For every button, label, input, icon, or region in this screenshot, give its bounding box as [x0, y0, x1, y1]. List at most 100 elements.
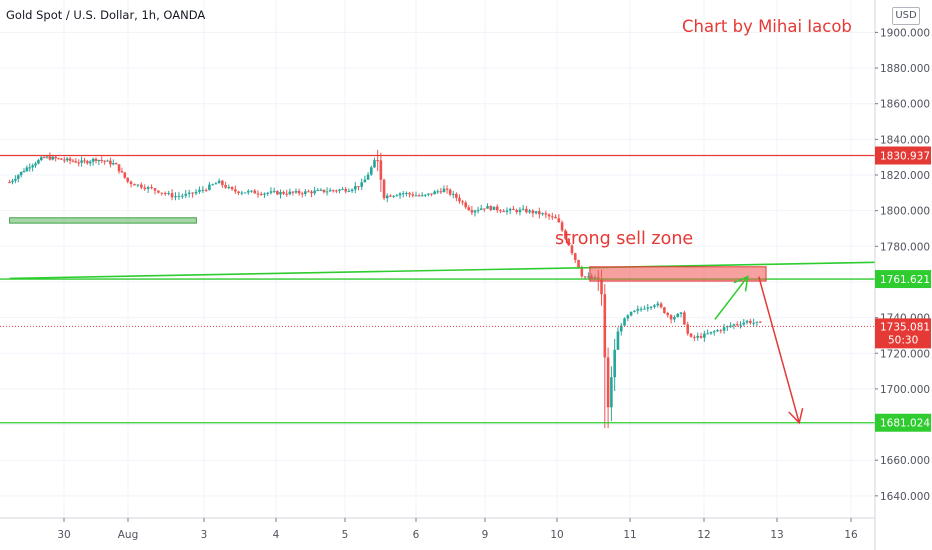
candle-body	[420, 195, 424, 197]
candle-body	[616, 331, 620, 350]
candle-body	[291, 191, 295, 193]
candle-body	[414, 195, 418, 197]
candle-body	[240, 192, 244, 194]
candle-body	[508, 208, 512, 211]
candle-body	[683, 312, 686, 325]
candle-body	[109, 160, 112, 165]
level-price-tag	[875, 270, 931, 289]
candle-body	[389, 195, 392, 197]
candle-body	[282, 191, 285, 194]
candle-body	[689, 333, 693, 337]
candle-body	[467, 207, 471, 211]
candle-body	[373, 160, 376, 168]
candle-body	[392, 195, 395, 197]
candle-body	[623, 318, 626, 326]
candle-body	[495, 206, 499, 211]
current-price-label: 1735.081	[880, 321, 930, 333]
candle-body	[752, 322, 755, 324]
time-tick-label: 5	[342, 529, 349, 541]
candle-body	[94, 158, 98, 161]
candle-body	[382, 179, 386, 199]
candle-body	[214, 183, 218, 185]
candle-body	[636, 308, 640, 311]
level-price-label: 1761.621	[880, 274, 930, 286]
candle-body	[208, 184, 211, 190]
candle-body	[322, 189, 326, 193]
candle-body	[464, 202, 467, 208]
red-arrow-head	[788, 407, 804, 425]
candle-body	[123, 172, 127, 178]
candle-body	[473, 210, 477, 213]
candle-body	[455, 193, 458, 198]
candle-body	[379, 160, 383, 180]
candle-body	[739, 324, 742, 326]
candle-body	[577, 259, 580, 269]
candle-body	[669, 315, 673, 320]
time-tick-label: 13	[770, 529, 783, 541]
red-arrow	[758, 276, 800, 423]
candle-body	[633, 310, 636, 312]
candle-body	[328, 190, 332, 192]
price-tick-label: 1720.000	[880, 348, 930, 360]
candle-body	[401, 193, 405, 195]
candle-body	[560, 222, 564, 231]
candle-body	[525, 208, 528, 213]
candle-body	[512, 208, 515, 210]
candle-body	[629, 311, 633, 316]
time-tick-label: 6	[413, 529, 420, 541]
candle-body	[350, 189, 354, 192]
candle-body	[331, 190, 335, 192]
price-axis: 1640.0001660.0001680.0001700.0001720.000…	[874, 0, 932, 550]
candle-body	[136, 184, 140, 186]
candles-layer	[8, 149, 762, 429]
candle-body	[719, 330, 723, 332]
candle-body	[224, 185, 227, 188]
countdown-label: 50:30	[888, 334, 918, 346]
candle-body	[310, 191, 313, 194]
candle-body	[653, 305, 656, 307]
candle-body	[398, 193, 402, 196]
candle-body	[319, 189, 323, 191]
candle-body	[676, 313, 680, 317]
grid-layer	[0, 0, 875, 518]
candle-body	[433, 191, 436, 195]
candle-body	[68, 158, 72, 161]
candle-body	[703, 333, 706, 338]
time-tick-label: 9	[482, 529, 489, 541]
candle-body	[499, 210, 502, 212]
candle-body	[369, 167, 373, 175]
candle-body	[307, 191, 310, 193]
price-tick-label: 1820.000	[880, 170, 930, 182]
candle-body	[424, 194, 427, 196]
time-axis: 30 Aug 3 4 5 6 9 10 11 12 13 16	[0, 517, 875, 541]
candle-body	[269, 191, 273, 193]
candle-body	[54, 156, 57, 159]
candle-body	[551, 216, 554, 218]
candle-body	[194, 191, 198, 194]
candle-body	[583, 276, 587, 278]
candle-body	[479, 208, 483, 210]
candle-body	[201, 189, 205, 191]
candle-body	[528, 210, 531, 213]
candle-body	[11, 180, 14, 183]
candle-body	[288, 191, 292, 195]
candle-body	[699, 335, 703, 338]
candle-body	[65, 158, 69, 161]
price-tick-label: 1700.000	[880, 384, 930, 396]
candle-body	[666, 313, 670, 316]
candle-body	[325, 191, 329, 193]
candle-body	[755, 321, 759, 323]
candle-body	[732, 324, 736, 326]
candle-body	[266, 192, 270, 194]
candle-body	[712, 331, 716, 333]
candle-body	[211, 184, 214, 186]
currency-button[interactable]: USD	[892, 7, 920, 25]
drawings-layer	[0, 154, 876, 425]
candle-body	[63, 159, 66, 161]
candle-body	[57, 158, 60, 160]
candle-body	[363, 179, 367, 183]
level-price-label: 1830.937	[880, 151, 930, 163]
candle-body	[442, 188, 446, 193]
